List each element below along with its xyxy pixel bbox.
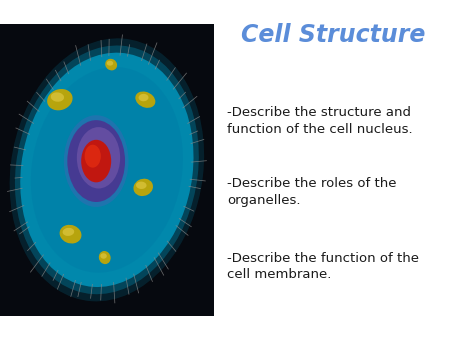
Ellipse shape bbox=[139, 94, 148, 101]
Ellipse shape bbox=[81, 140, 111, 183]
Ellipse shape bbox=[15, 46, 199, 294]
Ellipse shape bbox=[100, 253, 107, 259]
Ellipse shape bbox=[136, 182, 147, 189]
Ellipse shape bbox=[99, 251, 111, 264]
Ellipse shape bbox=[20, 53, 194, 287]
Ellipse shape bbox=[68, 120, 125, 202]
Bar bbox=[0, 24, 214, 316]
Text: -Describe the structure and
function of the cell nucleus.: -Describe the structure and function of … bbox=[227, 106, 413, 136]
Ellipse shape bbox=[47, 89, 72, 110]
Ellipse shape bbox=[77, 127, 120, 189]
Ellipse shape bbox=[135, 92, 155, 108]
Text: -Describe the roles of the
organelles.: -Describe the roles of the organelles. bbox=[227, 177, 397, 207]
Ellipse shape bbox=[107, 61, 113, 66]
Text: -Describe the function of the
cell membrane.: -Describe the function of the cell membr… bbox=[227, 252, 419, 281]
Ellipse shape bbox=[134, 179, 153, 196]
Ellipse shape bbox=[105, 59, 117, 70]
Ellipse shape bbox=[85, 145, 101, 168]
Ellipse shape bbox=[64, 115, 129, 207]
Ellipse shape bbox=[59, 225, 81, 243]
Ellipse shape bbox=[9, 38, 204, 301]
Text: Cell Structure: Cell Structure bbox=[241, 23, 425, 48]
Ellipse shape bbox=[63, 228, 74, 236]
Ellipse shape bbox=[31, 67, 183, 273]
Ellipse shape bbox=[51, 92, 64, 102]
